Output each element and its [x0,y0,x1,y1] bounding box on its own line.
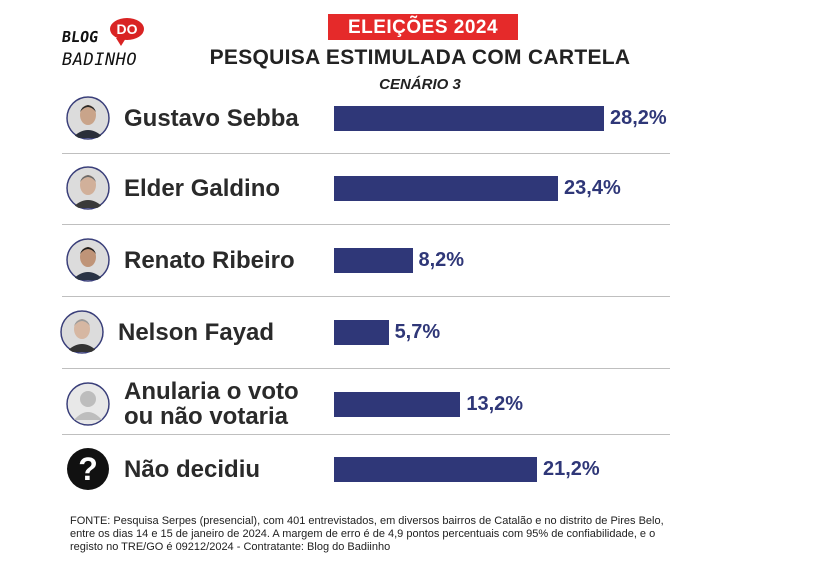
candidate-name-line: ou não votaria [124,403,289,430]
bar-value-label: 21,2% [542,458,600,480]
svg-text:?: ? [78,451,98,487]
bar-1 [334,106,604,131]
anonymous-person-icon [66,382,110,426]
candidate-name-line: Renato Ribeiro [124,246,295,274]
row-divider [62,153,670,154]
candidate-name: Elder Galdino [124,176,280,201]
candidate-name-line: Nelson Fayad [118,318,275,346]
bar-2 [334,176,559,201]
question-mark-icon: ? [66,447,110,491]
source-footnote: FONTE: Pesquisa Serpes (presencial), com… [70,515,664,553]
bar-value-label: 23,4% [564,177,621,199]
bar-6 [334,457,537,482]
chart-title: PESQUISA ESTIMULADA COM CARTELA [209,46,631,69]
person-photo-icon [60,310,104,354]
logo-blog-text: BLOG [60,28,100,46]
election-badge: ELEIÇÕES 2024 [328,14,518,40]
logo-do-bubble: DO [110,18,144,46]
candidate-name: Renato Ribeiro [124,248,295,273]
bar-value-label: 8,2% [418,249,465,271]
candidate-name: Anularia o voto ou não votaria [124,379,299,429]
row-divider [62,296,670,297]
candidate-name-line: Elder Galdino [124,174,281,202]
bar-5 [334,392,461,417]
logo-badinho-text: BADINHO [62,50,138,70]
bar-4 [334,320,389,345]
row-divider [62,224,670,225]
person-photo-icon [66,238,110,282]
right-margin [718,0,828,573]
bar-value-label: 13,2% [466,393,524,415]
row-divider [62,434,670,435]
candidate-name-line: Não decidiu [124,455,261,483]
candidate-name: Não decidiu [124,457,260,482]
candidate-name-line: Anularia o voto [124,378,299,405]
person-photo-icon [66,96,110,140]
poll-card: BLOG DO BADINHO ELEIÇÕES 2024 PESQUISA E… [60,14,670,553]
bar-value-label: 28,2% [610,107,667,129]
candidate-name: Nelson Fayad [118,320,274,345]
candidate-name-line: Gustavo Sebba [124,104,299,132]
row-divider [62,368,670,369]
candidate-name: Gustavo Sebba [124,106,299,131]
blog-logo: BLOG DO BADINHO [60,14,170,76]
bar-value-label: 5,7% [394,321,441,343]
scenario-label: CENÁRIO 3 [379,76,461,93]
bar-3 [334,248,413,273]
person-photo-icon [66,166,110,210]
